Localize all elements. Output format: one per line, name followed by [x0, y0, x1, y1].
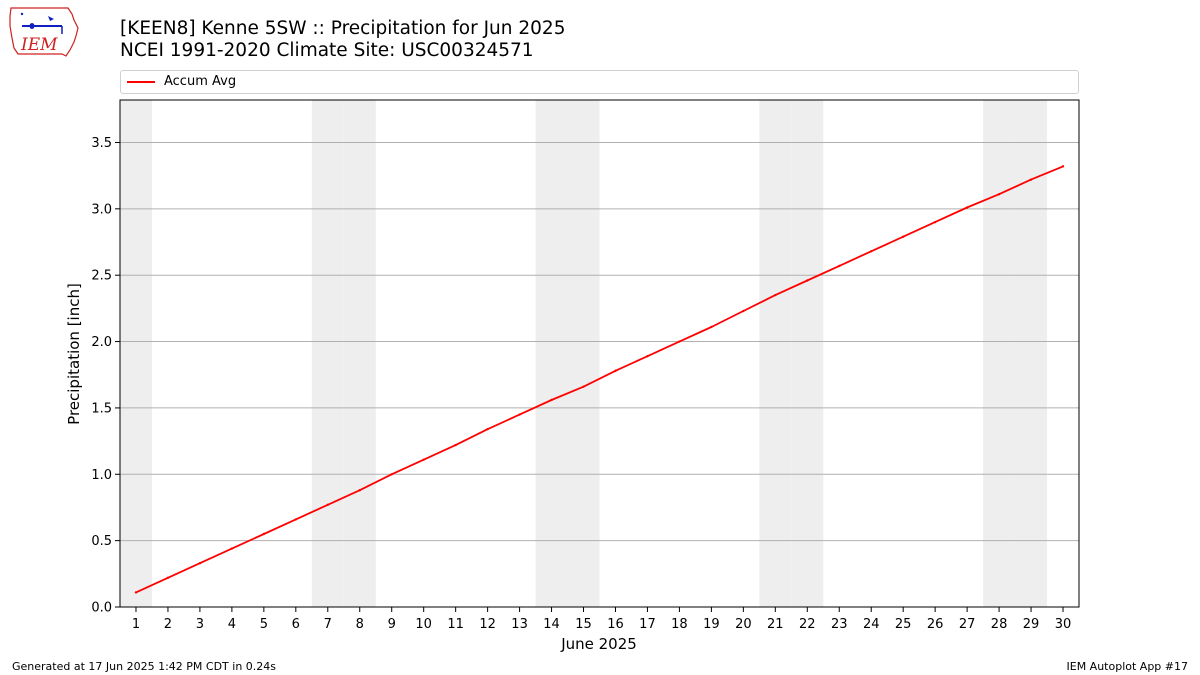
data-point: [358, 489, 361, 492]
x-tick-label: 28: [991, 617, 1008, 632]
iem-logo: IEM: [8, 6, 80, 64]
x-tick-label: 19: [703, 617, 720, 632]
weekend-bands: [120, 100, 1048, 607]
series-lines: [134, 165, 1065, 594]
x-tick-label: 1: [132, 617, 140, 632]
data-point: [614, 369, 617, 372]
data-point: [166, 576, 170, 580]
weekend-band-day-15: [567, 100, 600, 607]
x-tick-label: 12: [479, 617, 496, 632]
data-point: [646, 354, 649, 358]
logo-text: IEM: [20, 35, 58, 55]
data-point: [678, 340, 681, 343]
data-point: [1061, 165, 1065, 168]
data-point: [390, 473, 393, 476]
series-line-accum-avg: [135, 165, 1064, 594]
x-tick-label: 10: [415, 617, 432, 632]
weekend-band-day-28: [983, 100, 1016, 607]
x-tick-label: 24: [863, 617, 880, 632]
x-tick-label: 30: [1055, 617, 1072, 632]
x-tick-label: 16: [607, 617, 624, 632]
data-point: [326, 503, 329, 507]
y-tick-label: 2.0: [91, 335, 112, 350]
iem-iowa-logo-icon: IEM: [9, 7, 79, 57]
chart-title: [KEEN8] Kenne 5SW :: Precipitation for J…: [120, 18, 566, 39]
app-footer: IEM Autoplot App #17: [1066, 660, 1189, 673]
x-tick-label: 7: [324, 617, 332, 632]
data-point: [262, 532, 266, 536]
data-point: [838, 264, 841, 268]
y-tick-label: 0.5: [91, 534, 112, 549]
data-point: [806, 279, 809, 282]
y-tick-label: 3.0: [91, 202, 112, 217]
data-point: [710, 325, 713, 329]
x-tick-label: 13: [511, 617, 528, 632]
weekend-band-day-8: [343, 100, 376, 607]
x-tick-label: 26: [927, 617, 944, 632]
y-axis-ticks: 0.0 0.5 1.0 1.5 2.0 2.5 3.0 3.5: [91, 136, 120, 616]
x-tick-label: 15: [575, 617, 592, 632]
x-tick-label: 17: [639, 617, 656, 632]
weekend-band-day-29: [1015, 100, 1048, 607]
data-point: [1029, 178, 1033, 181]
data-point: [230, 547, 234, 550]
y-tick-label: 2.5: [91, 269, 112, 284]
data-point: [454, 443, 457, 447]
x-tick-label: 23: [831, 617, 848, 632]
x-axis-label: June 2025: [560, 635, 637, 653]
x-tick-label: 25: [895, 617, 912, 632]
data-point: [965, 206, 969, 209]
data-point: [870, 250, 873, 253]
data-point: [294, 518, 298, 521]
x-tick-label: 3: [196, 617, 204, 632]
data-point: [198, 562, 202, 565]
x-tick-label: 9: [388, 617, 396, 632]
weekend-band-day-22: [791, 100, 824, 607]
data-point: [997, 193, 1001, 196]
y-tick-label: 1.0: [91, 468, 112, 483]
chart-subtitle: NCEI 1991-2020 Climate Site: USC00324571: [120, 40, 534, 61]
x-tick-label: 11: [447, 617, 464, 632]
x-tick-label: 5: [260, 617, 268, 632]
data-point: [901, 235, 905, 238]
x-tick-label: 21: [767, 617, 784, 632]
data-point: [550, 398, 553, 402]
grid-lines: [120, 141, 1079, 542]
legend: Accum Avg: [120, 70, 1079, 94]
x-tick-label: 4: [228, 617, 236, 632]
weekend-band-day-21: [759, 100, 792, 607]
data-point: [486, 427, 489, 431]
data-point: [518, 413, 521, 416]
y-tick-label: 3.5: [91, 136, 112, 151]
weekend-band-day-7: [311, 100, 344, 607]
x-tick-label: 8: [356, 617, 364, 632]
data-point: [933, 220, 937, 224]
weekend-band-day-1: [120, 100, 152, 607]
data-point: [134, 591, 138, 594]
data-point: [582, 385, 585, 388]
x-tick-label: 14: [543, 617, 560, 632]
x-tick-label: 2: [164, 617, 172, 632]
x-tick-label: 22: [799, 617, 816, 632]
legend-swatch-accum-avg: [127, 81, 155, 83]
y-tick-label: 0.0: [91, 601, 112, 616]
x-tick-label: 18: [671, 617, 688, 632]
y-axis-label: Precipitation [inch]: [65, 283, 83, 425]
data-point: [422, 458, 425, 461]
legend-label-accum-avg: Accum Avg: [164, 74, 237, 89]
plot-frame: [119, 99, 1080, 608]
x-axis-ticks: 1 2 3 4 5 6 7 8 9 10 11 12 13 14 15 16 17 18 19 20 21 22 23 24 2…: [132, 607, 1071, 632]
weekend-band-day-14: [535, 100, 568, 607]
x-tick-label: 27: [959, 617, 976, 632]
data-point: [774, 293, 777, 297]
x-tick-label: 20: [735, 617, 752, 632]
x-tick-label: 29: [1023, 617, 1040, 632]
data-point: [742, 309, 745, 313]
x-tick-label: 6: [292, 617, 300, 632]
y-tick-label: 1.5: [91, 401, 112, 416]
generated-footer: Generated at 17 Jun 2025 1:42 PM CDT in …: [12, 660, 277, 673]
